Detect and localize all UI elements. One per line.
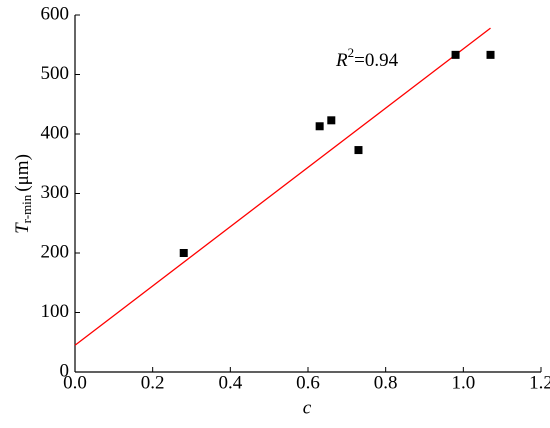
annotation-rest: =0.94 bbox=[354, 50, 398, 71]
x-tick-label: 0.6 bbox=[296, 372, 320, 393]
y-label-sub: r-min bbox=[19, 194, 34, 223]
fit-line bbox=[74, 27, 491, 346]
y-tick-label: 0 bbox=[60, 360, 70, 381]
y-tick-label: 300 bbox=[41, 182, 70, 203]
x-tick-label: 0.4 bbox=[218, 372, 242, 393]
y-tick-label: 200 bbox=[41, 241, 70, 262]
point bbox=[327, 116, 336, 125]
y-tick-label: 500 bbox=[41, 63, 70, 84]
x-tick-label: 0.2 bbox=[141, 372, 165, 393]
point bbox=[451, 50, 460, 59]
y-axis-label: Tr-min (μm) bbox=[12, 154, 34, 234]
y-label-main: T bbox=[12, 222, 33, 234]
x-tick-label: 1.2 bbox=[529, 372, 550, 393]
point bbox=[486, 50, 495, 59]
point bbox=[179, 249, 188, 257]
y-label-unit: (μm) bbox=[12, 154, 33, 192]
y-tick-label: 600 bbox=[41, 3, 70, 24]
point bbox=[354, 146, 363, 155]
y-tick-label: 400 bbox=[41, 122, 70, 143]
annotation-sup: 2 bbox=[348, 45, 355, 60]
x-tick-label: 0.0 bbox=[63, 372, 87, 393]
point bbox=[315, 122, 324, 131]
x-tick-label: 0.8 bbox=[374, 372, 398, 393]
annotation-main: R bbox=[335, 50, 348, 71]
y-tick-label: 100 bbox=[41, 301, 70, 322]
x-axis-label: c bbox=[303, 397, 312, 418]
x-tick-label: 1.0 bbox=[451, 372, 475, 393]
annotation: R2=0.94 bbox=[335, 45, 399, 71]
